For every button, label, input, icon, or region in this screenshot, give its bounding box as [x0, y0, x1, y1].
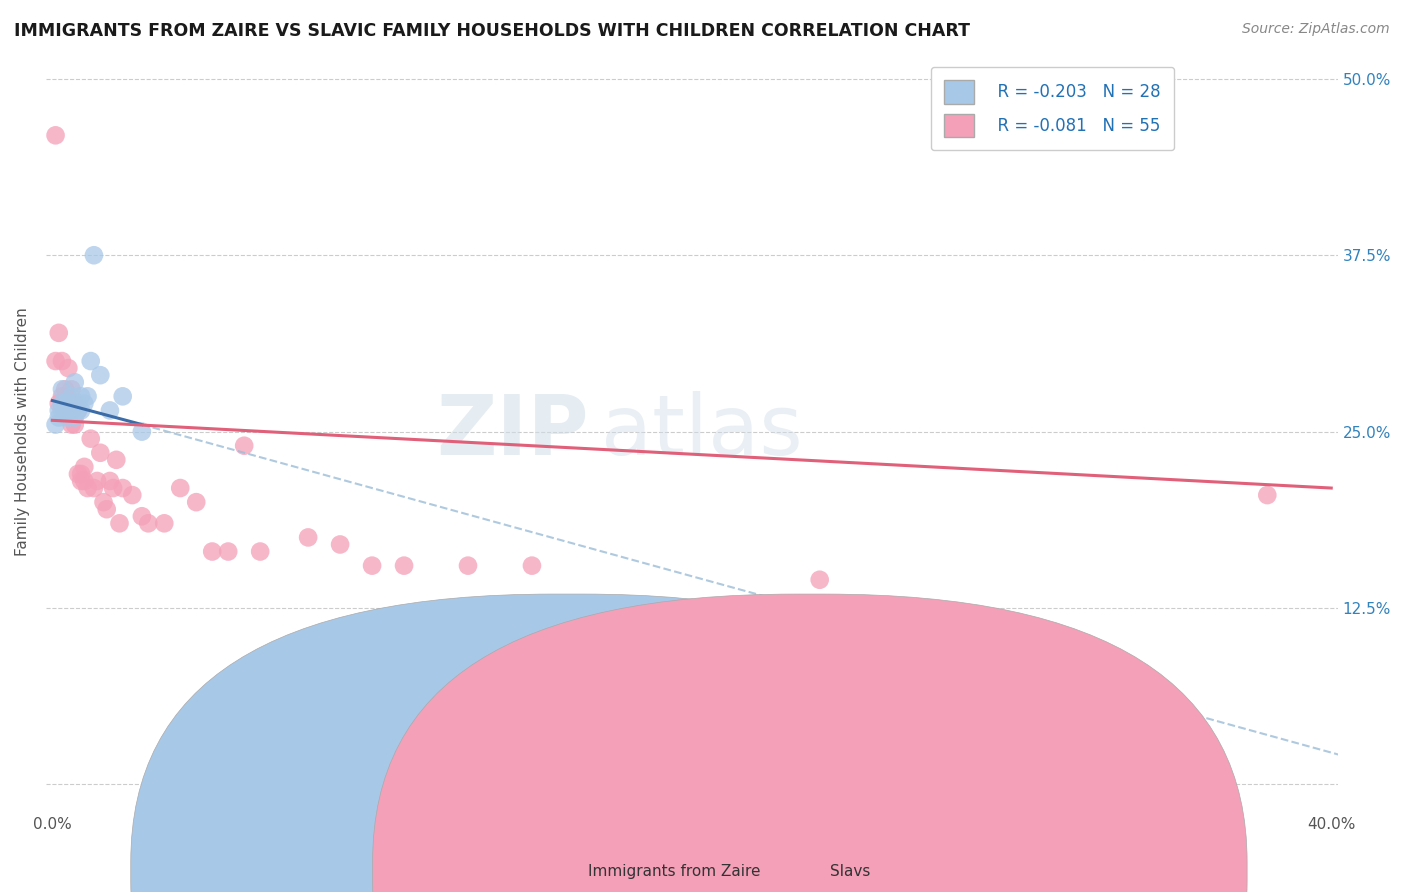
Point: [58, 361, 80, 376]
Point: [51, 396, 73, 410]
Point: [83, 248, 105, 262]
Point: [53, 396, 76, 410]
Point: [53, 403, 76, 417]
Point: [80, 354, 103, 368]
Point: [76, 389, 98, 403]
Point: [63, 396, 86, 410]
Point: [329, 537, 352, 551]
Text: atlas: atlas: [602, 391, 803, 472]
Point: [233, 439, 256, 453]
Point: [89, 368, 111, 383]
Point: [63, 410, 86, 425]
Point: [80, 432, 103, 446]
Point: [111, 389, 134, 403]
Point: [73, 459, 96, 474]
Text: IMMIGRANTS FROM ZAIRE VS SLAVIC FAMILY HOUSEHOLDS WITH CHILDREN CORRELATION CHAR: IMMIGRANTS FROM ZAIRE VS SLAVIC FAMILY H…: [14, 22, 970, 40]
Point: [51, 382, 73, 396]
Point: [70, 467, 93, 481]
Point: [51, 403, 73, 417]
Point: [51, 403, 73, 417]
Point: [361, 558, 384, 573]
Point: [60, 396, 83, 410]
Point: [53, 403, 76, 417]
Point: [66, 396, 89, 410]
Point: [96, 502, 118, 516]
Point: [60, 396, 83, 410]
Point: [70, 403, 93, 417]
Point: [60, 403, 83, 417]
Point: [63, 417, 86, 432]
Point: [186, 495, 208, 509]
Point: [83, 481, 105, 495]
Point: [66, 467, 89, 481]
Point: [93, 495, 115, 509]
Point: [63, 376, 86, 390]
Point: [392, 558, 415, 573]
Point: [111, 481, 134, 495]
Point: [45, 354, 67, 368]
Point: [249, 544, 271, 558]
Point: [105, 453, 128, 467]
Text: ZIP: ZIP: [436, 391, 589, 472]
Point: [98, 474, 121, 488]
Point: [131, 509, 153, 524]
Point: [51, 354, 73, 368]
Point: [131, 425, 153, 439]
Point: [66, 403, 89, 417]
Point: [153, 516, 176, 531]
Point: [201, 544, 224, 558]
Y-axis label: Family Households with Children: Family Households with Children: [15, 307, 30, 556]
Point: [60, 389, 83, 403]
Point: [48, 403, 70, 417]
Point: [808, 573, 831, 587]
Point: [73, 474, 96, 488]
Point: [48, 396, 70, 410]
Point: [89, 446, 111, 460]
Point: [297, 530, 319, 544]
Point: [121, 488, 143, 502]
Point: [48, 410, 70, 425]
Point: [45, 417, 67, 432]
Point: [169, 481, 191, 495]
Text: Slavs: Slavs: [830, 864, 870, 879]
Point: [1128, 665, 1150, 679]
Point: [70, 474, 93, 488]
Point: [51, 389, 73, 403]
Point: [86, 474, 108, 488]
Point: [136, 516, 159, 531]
Point: [648, 679, 671, 693]
Point: [60, 382, 83, 396]
Point: [58, 396, 80, 410]
Point: [76, 481, 98, 495]
Legend:   R = -0.203   N = 28,   R = -0.081   N = 55: R = -0.203 N = 28, R = -0.081 N = 55: [931, 67, 1174, 151]
Point: [70, 389, 93, 403]
Point: [66, 403, 89, 417]
Point: [108, 516, 131, 531]
Point: [101, 481, 124, 495]
Point: [58, 410, 80, 425]
Text: Immigrants from Zaire: Immigrants from Zaire: [588, 864, 761, 879]
Point: [457, 558, 479, 573]
Point: [53, 382, 76, 396]
Point: [48, 326, 70, 340]
Point: [1256, 488, 1278, 502]
Point: [98, 403, 121, 417]
Point: [520, 558, 543, 573]
Point: [58, 396, 80, 410]
Point: [58, 403, 80, 417]
Point: [73, 396, 96, 410]
Point: [45, 128, 67, 143]
Text: Source: ZipAtlas.com: Source: ZipAtlas.com: [1241, 22, 1389, 37]
Point: [60, 417, 83, 432]
Point: [217, 544, 239, 558]
Point: [58, 403, 80, 417]
